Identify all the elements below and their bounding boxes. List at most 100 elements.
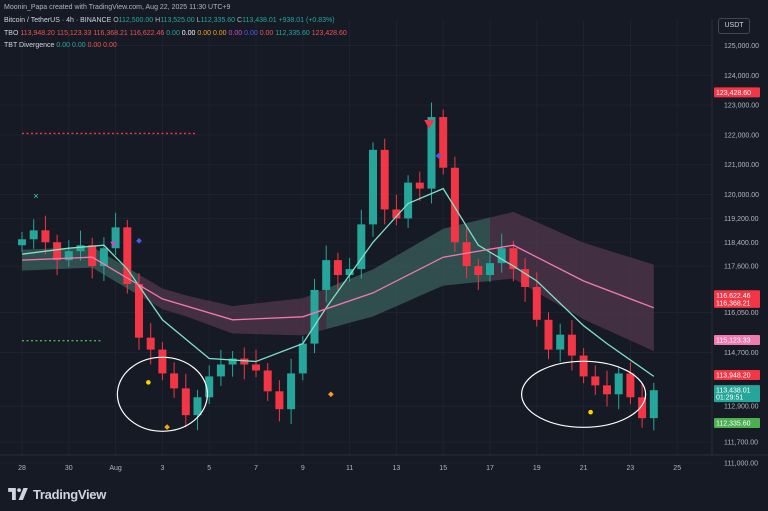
price-tick-label: 121,000.00 (724, 162, 759, 169)
time-tick-label: 13 (393, 465, 401, 472)
time-tick-label: 15 (439, 465, 447, 472)
candle-body-down (567, 334, 576, 356)
annotation-ellipse (520, 360, 647, 428)
candle-body-down (509, 248, 518, 270)
candle-body-down (450, 167, 459, 243)
price-tag-countdown: 01:29:51 (716, 395, 743, 402)
price-tag-value: 112,335.60 (716, 421, 751, 428)
candle-body-down (123, 227, 132, 284)
time-tick-label: 17 (486, 465, 494, 472)
time-tick-label: 5 (207, 465, 211, 472)
tbt-label: TBT Divergence (4, 42, 55, 49)
price-tick-label: 111,000.00 (724, 460, 758, 467)
candle-body-down (263, 370, 272, 392)
chart-credit: Moonin_Papa created with TradingView.com… (4, 4, 231, 11)
time-tick-label: 30 (65, 465, 73, 472)
candle-body-up (310, 289, 319, 344)
candle-body-down (252, 364, 260, 371)
candle-body-up (99, 248, 108, 267)
price-tag-bg (714, 369, 760, 380)
candle-body-down (275, 391, 284, 410)
cloud-bearish (139, 274, 327, 336)
time-tick-label: 3 (160, 465, 164, 472)
candle-body-up (76, 245, 85, 252)
candle-body-up (404, 182, 413, 219)
tbt-value: 0.00 (56, 42, 71, 49)
tbo-value: 116,622.46 (129, 30, 165, 37)
candle-body-down (474, 266, 483, 276)
time-tick-label: 19 (533, 465, 541, 472)
candle-body-down (181, 388, 190, 416)
tbo-label: TBO (4, 30, 19, 37)
price-tag-bg (714, 334, 760, 345)
candle-body-down (638, 397, 647, 419)
tbo-value: 0.00 (197, 30, 211, 37)
candle-body-up (205, 376, 214, 398)
candle-body-up (427, 117, 436, 189)
close-value: 113,438.01 (242, 17, 277, 24)
currency-button[interactable]: USDT (718, 18, 750, 34)
tradingview-brand[interactable]: TradingView (8, 486, 106, 502)
candle-body-down (544, 319, 553, 350)
price-tag-value: 116,368.21 (716, 300, 751, 307)
candle-body-up (29, 230, 38, 240)
high-label: H (155, 17, 161, 24)
symbol-legend[interactable]: Bitcoin / TetherUS · 4h · BINANCE O112,5… (4, 16, 335, 25)
candle-body-up (556, 334, 565, 350)
price-tag: 115,123.33 (714, 334, 760, 345)
diamond-marker (136, 237, 142, 244)
price-tag-bg (714, 385, 760, 403)
tbo-value: 0.00 (228, 30, 243, 37)
tbo-value: 115,123.33 (56, 30, 92, 37)
candle-body-up (64, 251, 73, 261)
tbo-value: 112,335.60 (275, 30, 310, 37)
price-tag: 116,622.46 (714, 290, 760, 301)
tbt-value: 0.00 (71, 42, 86, 49)
price-tag-bg (714, 290, 760, 301)
price-tick-label: 122,000.00 (724, 132, 759, 139)
price-tag-value: 113,948.20 (716, 372, 751, 379)
time-tick-label: 21 (580, 465, 588, 472)
time-axis[interactable]: 28 30 Aug 3 5 7 9 11 13 15 17 19 21 23 25 (0, 454, 768, 472)
tbo-value: 113,948.20 (20, 30, 55, 37)
triangle-marker (110, 241, 117, 247)
tbo-legend[interactable]: TBO 113,948.20 115,123.33 116,368.21 116… (4, 29, 347, 38)
price-tick-label: 120,000.00 (724, 192, 759, 199)
symbol-name: Bitcoin / TetherUS · 4h · BINANCE (4, 17, 112, 24)
price-tick-label: 111,700.00 (724, 440, 758, 447)
dot-marker (588, 409, 593, 415)
candle-body-down (53, 242, 62, 261)
tbt-legend[interactable]: TBT Divergence 0.00 0.00 0.00 0.00 (4, 41, 117, 50)
candle-body-up (111, 227, 120, 249)
annotation-ellipse (116, 356, 208, 432)
candle-body-up (193, 397, 202, 416)
low-value: 112,335.60 (200, 17, 236, 24)
price-tag-value: 116,622.46 (716, 293, 751, 300)
tradingview-logo-icon (8, 488, 28, 500)
time-tick-label: 25 (673, 465, 681, 472)
candle-body-up (497, 248, 506, 264)
price-tag-value: 113,438.01 (716, 388, 751, 395)
price-tag: 123,428.60 (714, 87, 760, 98)
candle-body-up (322, 260, 331, 290)
price-tick-label: 123,000.00 (724, 103, 759, 110)
cloud-bearish (490, 211, 654, 352)
candle-body-up (614, 373, 623, 395)
price-axis[interactable]: 125,000.00 124,000.00 123,000.00 122,000.00… (711, 20, 759, 467)
close-label: C (237, 17, 243, 24)
candle-body-down (532, 286, 541, 320)
candle-body-down (333, 260, 342, 276)
dot-marker (146, 380, 151, 385)
tbo-value: 0.00 (181, 30, 196, 37)
candle-body-down (41, 230, 50, 243)
time-tick-label: 23 (627, 465, 635, 472)
candle-body-down (626, 373, 635, 398)
slow-ma-line (21, 244, 655, 321)
tbo-value: 116,368.21 (93, 30, 128, 37)
price-tick-label: 114,700.00 (724, 350, 759, 357)
candle-body-up (345, 269, 354, 276)
open-value: 112,500.00 (118, 17, 154, 24)
